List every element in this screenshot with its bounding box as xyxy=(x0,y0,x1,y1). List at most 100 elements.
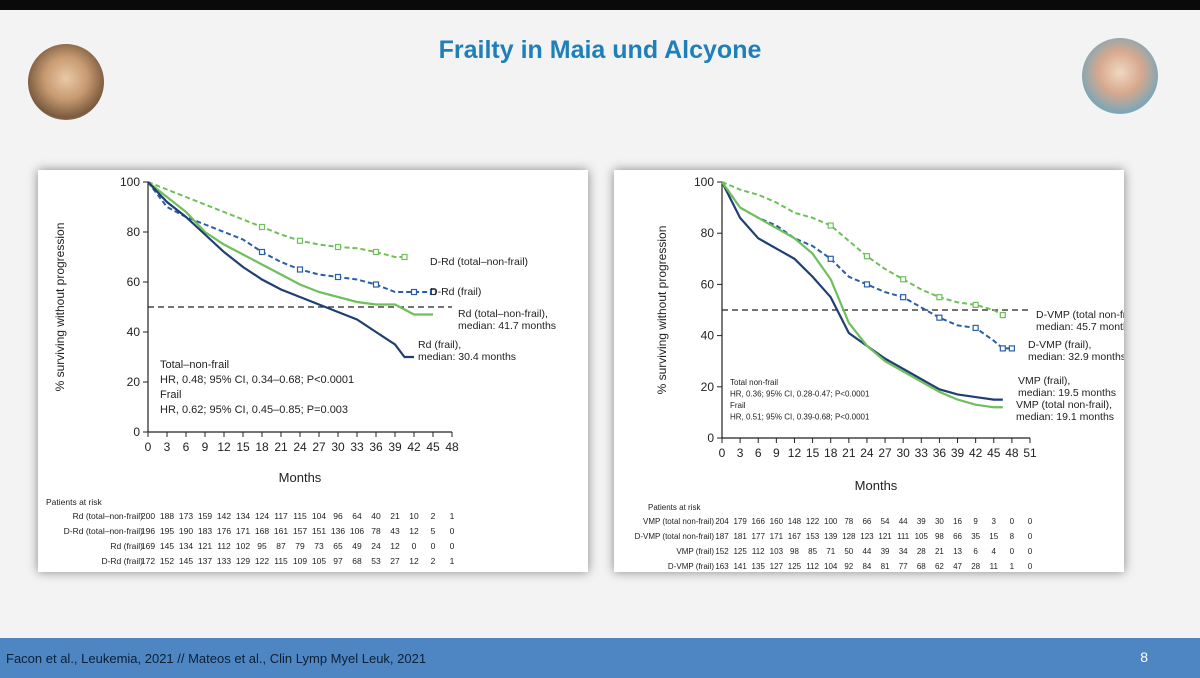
series-line-3 xyxy=(721,181,1003,401)
risk-value: 0 xyxy=(1028,532,1033,541)
hr-annotation: Total non-frail xyxy=(730,378,778,387)
risk-value: 125 xyxy=(733,547,747,556)
risk-value: 106 xyxy=(350,526,364,536)
y-tick-label: 100 xyxy=(120,175,140,189)
risk-value: 77 xyxy=(899,562,908,571)
risk-value: 112 xyxy=(752,547,765,556)
censor-marker xyxy=(1008,345,1015,352)
x-tick-label: 12 xyxy=(217,440,231,454)
risk-value: 166 xyxy=(752,517,766,526)
risk-table-header: Patients at risk xyxy=(648,503,701,512)
hr-annotation: HR, 0.48; 95% CI, 0.34–0.68; P<0.0001 xyxy=(160,374,354,386)
y-tick-label: 40 xyxy=(127,325,141,339)
risk-value: 141 xyxy=(733,562,747,571)
censor-marker xyxy=(863,281,871,288)
x-tick-label: 36 xyxy=(933,446,947,460)
risk-value: 195 xyxy=(160,526,174,536)
risk-value: 133 xyxy=(217,556,231,566)
portrait-left-image xyxy=(28,44,104,120)
y-tick-label: 80 xyxy=(127,225,141,239)
risk-value: 179 xyxy=(733,517,747,526)
x-axis-label: Months xyxy=(855,478,898,493)
risk-value: 105 xyxy=(915,532,929,541)
risk-value: 12 xyxy=(409,556,419,566)
risk-value: 115 xyxy=(274,556,288,566)
x-tick-label: 3 xyxy=(737,446,744,460)
risk-value: 92 xyxy=(844,562,853,571)
risk-value: 142 xyxy=(217,511,231,521)
x-tick-label: 6 xyxy=(755,446,762,460)
risk-row-label: D-VMP (frail) xyxy=(668,562,714,571)
x-tick-label: 9 xyxy=(773,446,780,460)
risk-value: 139 xyxy=(824,532,838,541)
series-line-2 xyxy=(721,181,1012,350)
risk-value: 190 xyxy=(179,526,193,536)
risk-value: 171 xyxy=(236,526,250,536)
risk-value: 122 xyxy=(255,556,269,566)
censor-marker xyxy=(429,288,437,296)
risk-value: 145 xyxy=(160,541,174,551)
risk-value: 98 xyxy=(790,547,799,556)
censor-marker xyxy=(936,294,943,301)
censor-marker xyxy=(410,288,418,296)
risk-value: 169 xyxy=(141,541,155,551)
risk-value: 100 xyxy=(824,517,838,526)
risk-row-label: Rd (frail) xyxy=(110,541,143,551)
risk-value: 65 xyxy=(333,541,343,551)
risk-row-label: Rd (total–non-frail) xyxy=(73,511,144,521)
risk-row-label: D-VMP (total non-frail) xyxy=(635,532,715,541)
censor-marker xyxy=(972,324,979,332)
risk-value: 24 xyxy=(371,541,381,551)
risk-value: 68 xyxy=(352,556,362,566)
x-tick-label: 24 xyxy=(293,440,307,454)
y-axis-label: % surviving without progression xyxy=(655,226,669,395)
risk-value: 124 xyxy=(255,511,269,521)
censor-marker xyxy=(334,273,342,281)
risk-value: 134 xyxy=(179,541,193,551)
risk-value: 66 xyxy=(953,532,962,541)
risk-value: 173 xyxy=(179,511,193,521)
risk-value: 2 xyxy=(431,511,436,521)
series-line-4 xyxy=(147,181,414,359)
series-label: VMP (total non-frail), xyxy=(1016,399,1112,411)
risk-value: 4 xyxy=(992,547,997,556)
x-tick-label: 9 xyxy=(202,440,209,454)
risk-value: 103 xyxy=(770,547,784,556)
risk-row-label: D-Rd (frail) xyxy=(101,556,143,566)
risk-value: 21 xyxy=(935,547,944,556)
risk-value: 152 xyxy=(160,556,174,566)
risk-value: 112 xyxy=(217,541,231,551)
risk-value: 78 xyxy=(844,517,853,526)
risk-value: 96 xyxy=(333,511,343,521)
x-tick-label: 42 xyxy=(407,440,421,454)
series-label: median: 19.1 months xyxy=(1016,411,1114,423)
risk-value: 117 xyxy=(274,511,288,521)
hr-annotation: Frail xyxy=(730,401,746,410)
series-label: D-VMP (total non-frail), xyxy=(1036,309,1124,321)
risk-value: 157 xyxy=(293,526,307,536)
risk-value: 62 xyxy=(935,562,944,571)
risk-value: 0 xyxy=(1010,517,1015,526)
risk-value: 122 xyxy=(806,517,820,526)
risk-value: 145 xyxy=(179,556,193,566)
risk-value: 125 xyxy=(788,562,802,571)
series-label: median: 32.9 months xyxy=(1028,351,1124,363)
x-tick-label: 21 xyxy=(842,446,856,460)
risk-value: 39 xyxy=(881,547,890,556)
x-tick-label: 3 xyxy=(164,440,171,454)
series-line-1 xyxy=(721,181,1004,316)
risk-value: 105 xyxy=(312,556,326,566)
x-tick-label: 45 xyxy=(426,440,440,454)
risk-value: 44 xyxy=(899,517,908,526)
risk-value: 81 xyxy=(881,562,890,571)
risk-value: 21 xyxy=(390,511,400,521)
risk-value: 111 xyxy=(897,532,910,541)
risk-value: 73 xyxy=(314,541,324,551)
risk-value: 176 xyxy=(217,526,231,536)
risk-row-label: VMP (frail) xyxy=(676,547,714,556)
risk-table-header: Patients at risk xyxy=(46,497,102,507)
risk-value: 44 xyxy=(862,547,871,556)
x-tick-label: 15 xyxy=(236,440,250,454)
risk-value: 161 xyxy=(274,526,288,536)
risk-value: 71 xyxy=(826,547,835,556)
